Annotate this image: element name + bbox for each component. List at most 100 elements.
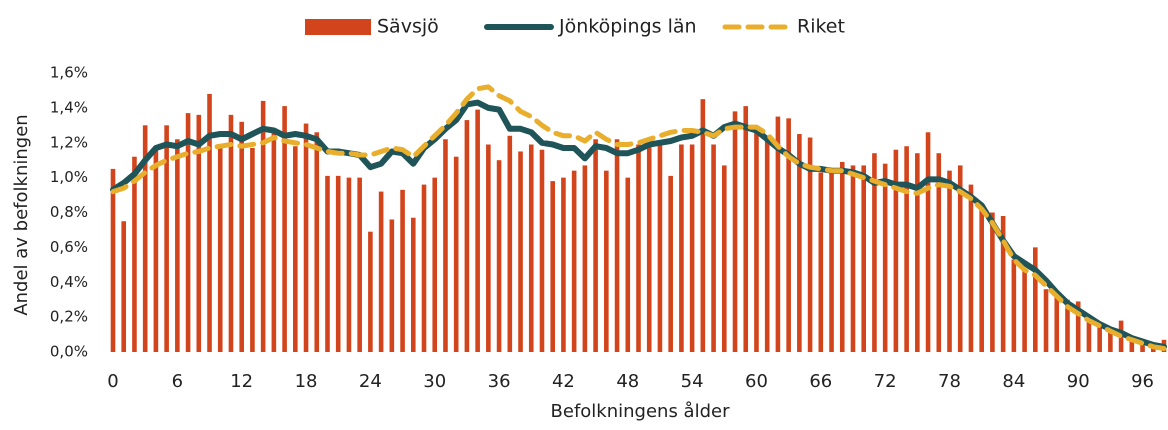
bar <box>260 100 266 353</box>
bar <box>400 189 405 352</box>
y-axis-title: Andel av befolkningen <box>11 114 32 315</box>
bar <box>271 130 277 352</box>
y-tick-label: 0,0% <box>50 343 88 361</box>
bar <box>121 221 127 352</box>
bar <box>646 144 652 352</box>
y-tick-label: 0,4% <box>50 273 88 291</box>
bar <box>915 153 920 352</box>
bar <box>1033 247 1038 352</box>
bar <box>775 116 781 352</box>
bar <box>1097 325 1102 352</box>
bar <box>453 156 459 352</box>
bar <box>153 149 159 352</box>
bar <box>282 106 287 352</box>
legend-label: Jönköpings län <box>558 16 697 38</box>
bar <box>732 111 738 352</box>
bar <box>786 118 791 353</box>
y-tick-label: 0,2% <box>50 308 88 326</box>
legend-label: Sävsjö <box>377 16 439 38</box>
bar <box>818 172 824 352</box>
bar <box>1140 339 1145 352</box>
x-tick-label: 72 <box>874 371 897 392</box>
bar <box>893 149 899 352</box>
bar <box>357 177 362 352</box>
bar <box>861 165 867 352</box>
bar <box>1000 215 1006 352</box>
bar <box>957 165 963 352</box>
x-tick-label: 60 <box>745 371 768 392</box>
bar <box>164 125 169 352</box>
bar <box>743 106 749 352</box>
bar <box>936 153 942 352</box>
bar <box>979 209 984 352</box>
bar <box>764 137 770 352</box>
bar <box>1129 336 1135 352</box>
bar <box>217 144 223 352</box>
bar <box>754 128 759 352</box>
bar <box>368 231 373 352</box>
bar <box>346 177 352 352</box>
bar <box>507 135 513 352</box>
bar <box>185 113 191 352</box>
bar <box>561 177 566 352</box>
bar <box>904 146 909 352</box>
x-tick-label: 18 <box>295 371 318 392</box>
bar <box>679 144 684 352</box>
y-tick-label: 1,4% <box>50 98 88 116</box>
bar <box>657 144 663 352</box>
bar <box>1022 270 1027 352</box>
bar <box>196 114 202 352</box>
bar <box>1075 301 1081 352</box>
bar <box>228 114 234 352</box>
bar <box>968 184 974 352</box>
bar <box>604 170 609 352</box>
bar <box>325 175 330 352</box>
bar <box>850 165 856 352</box>
x-tick-label: 66 <box>809 371 832 392</box>
y-tick-label: 1,0% <box>50 168 88 186</box>
bar <box>207 93 212 353</box>
x-tick-label: 0 <box>107 371 118 392</box>
bar <box>614 139 620 352</box>
bar <box>689 144 695 352</box>
bar <box>378 191 384 352</box>
bar <box>582 165 588 352</box>
bar <box>797 134 802 352</box>
bar <box>421 184 427 352</box>
bar <box>829 172 834 352</box>
bar <box>625 177 631 352</box>
bar <box>593 139 598 352</box>
bar <box>1054 292 1060 352</box>
bar <box>839 161 845 352</box>
bar <box>636 144 641 352</box>
x-tick-label: 30 <box>423 371 446 392</box>
y-tick-label: 1,2% <box>50 133 88 151</box>
bar <box>110 168 116 352</box>
bar <box>389 219 395 352</box>
y-tick-label: 1,6% <box>50 64 88 82</box>
bar <box>486 144 491 352</box>
bar <box>700 99 706 352</box>
x-tick-label: 96 <box>1131 371 1154 392</box>
x-tick-label: 78 <box>938 371 961 392</box>
bar <box>410 217 416 352</box>
bar <box>882 163 888 352</box>
bar <box>239 121 244 352</box>
bar <box>496 160 502 352</box>
bar <box>1011 259 1017 352</box>
bar <box>711 144 716 352</box>
bar <box>721 165 727 352</box>
bar <box>550 181 556 352</box>
bar <box>518 151 523 352</box>
line <box>110 99 1167 350</box>
y-tick-label: 0,8% <box>50 203 88 221</box>
bar <box>668 175 673 352</box>
bar <box>925 132 931 352</box>
legend-label: Riket <box>797 16 845 38</box>
bar <box>1043 289 1049 352</box>
x-tick-label: 54 <box>681 371 704 392</box>
x-tick-label: 48 <box>616 371 639 392</box>
bar <box>872 153 877 352</box>
bar <box>1065 299 1070 352</box>
